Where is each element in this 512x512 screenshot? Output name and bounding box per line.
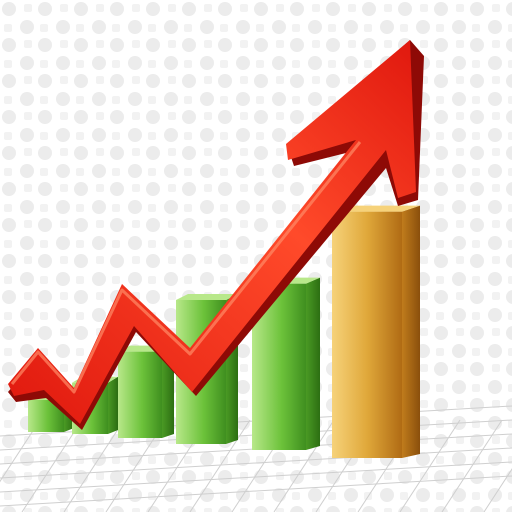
grid-line xyxy=(0,461,512,493)
arrow-body xyxy=(8,40,416,424)
bar-front xyxy=(332,211,402,458)
grid-line xyxy=(273,419,335,512)
trend-up-arrow-icon xyxy=(8,40,424,430)
grid-line xyxy=(0,447,512,479)
bar-top xyxy=(176,294,238,300)
bar-front xyxy=(118,351,162,438)
gold-bar xyxy=(332,205,420,458)
bar-side xyxy=(108,376,118,434)
grid-line xyxy=(0,475,512,507)
grid-line xyxy=(0,419,41,483)
arrow-highlight xyxy=(10,141,362,394)
grid-line xyxy=(189,419,251,512)
grid-line xyxy=(399,419,461,512)
bar-side xyxy=(306,277,320,450)
bar-side xyxy=(402,205,420,458)
green-bar xyxy=(118,345,174,438)
grid-line xyxy=(21,419,83,512)
grid-line xyxy=(483,468,512,512)
grid-line xyxy=(441,419,503,512)
grid-line xyxy=(63,419,125,512)
bar-top xyxy=(332,205,420,212)
